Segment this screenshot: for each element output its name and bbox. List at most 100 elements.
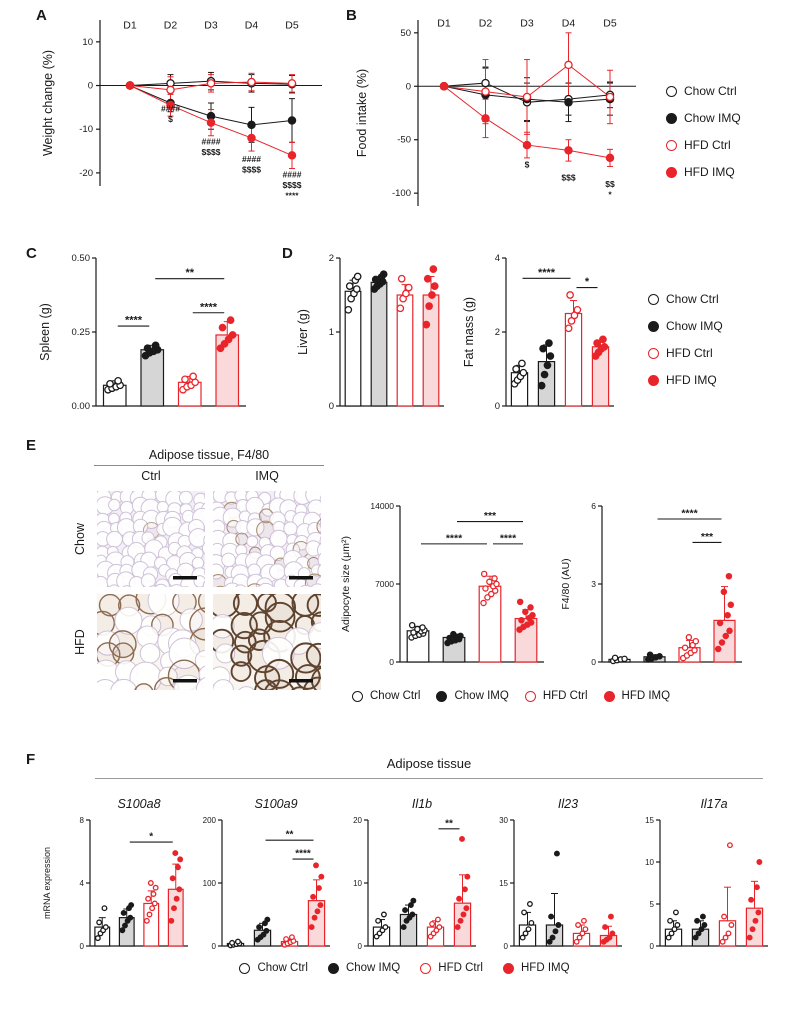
svg-text:8: 8	[80, 816, 85, 825]
open-red-circle-icon	[524, 690, 536, 702]
legend-item-hfd-ctrl: HFD Ctrl	[666, 138, 741, 152]
legend-label: HFD IMQ	[684, 165, 735, 179]
legend-label: Chow IMQ	[454, 690, 509, 702]
svg-text:D3: D3	[204, 20, 218, 32]
legend-panel-f: Chow Ctrl Chow IMQ HFD Ctrl HFD IMQ	[0, 962, 809, 974]
histology-image-hfd-ctrl	[97, 594, 205, 690]
svg-text:4: 4	[495, 253, 500, 264]
legend-label: Chow Ctrl	[370, 690, 421, 702]
svg-text:D2: D2	[479, 17, 493, 29]
svg-text:0.50: 0.50	[72, 253, 91, 264]
legend-item-hfd-ctrl: HFD Ctrl	[420, 962, 483, 974]
svg-text:***: ***	[701, 531, 714, 543]
filled-black-circle-icon	[436, 690, 448, 702]
svg-text:14000: 14000	[370, 501, 394, 511]
svg-text:$$$: $$$	[561, 172, 575, 182]
svg-text:-50: -50	[397, 135, 411, 146]
filled-black-circle-icon	[327, 962, 339, 974]
histology-image-hfd-imq	[213, 594, 321, 690]
s100a8-bar-chart: S100a8 mRNA expression 0 4 8 *	[40, 794, 194, 958]
legend-item-hfd-imq: HFD IMQ	[648, 373, 723, 387]
svg-text:Adipocyte size (μm²): Adipocyte size (μm²)	[340, 536, 352, 632]
svg-text:S100a9: S100a9	[254, 797, 297, 811]
panel-f-title: Adipose tissue	[95, 756, 763, 779]
svg-text:-20: -20	[79, 168, 93, 179]
svg-text:7000: 7000	[375, 579, 394, 589]
panel-label-e: E	[26, 437, 37, 454]
svg-text:F4/80 (AU): F4/80 (AU)	[560, 558, 572, 609]
svg-text:3: 3	[591, 579, 596, 589]
legend-label: Chow Ctrl	[684, 84, 737, 98]
svg-text:1: 1	[329, 327, 334, 338]
svg-text:****: ****	[500, 532, 517, 544]
svg-text:2: 2	[329, 253, 334, 264]
svg-text:####: ####	[283, 169, 302, 179]
svg-text:2: 2	[495, 327, 500, 338]
svg-text:D3: D3	[520, 17, 534, 29]
svg-text:4: 4	[80, 879, 85, 888]
legend-main: Chow Ctrl Chow IMQ HFD Ctrl HFD IMQ	[666, 84, 741, 179]
svg-text:Spleen (g): Spleen (g)	[38, 303, 52, 361]
svg-text:0: 0	[591, 657, 596, 667]
food-intake-line-chart: -100 -50 0 50 Food intake (%) D1 D2 D3 D4 D5 $ $$$ $…	[352, 10, 648, 242]
svg-text:****: ****	[538, 267, 556, 279]
adipose-f480-header: Adipose tissue, F4/80	[94, 448, 324, 466]
legend-item-chow-ctrl: Chow Ctrl	[352, 690, 420, 702]
legend-item-chow-imq: Chow IMQ	[327, 962, 400, 974]
open-black-circle-icon	[239, 962, 251, 974]
il17a-bar-chart: Il17a 0 5 10 15	[628, 794, 776, 958]
svg-text:15: 15	[499, 879, 508, 888]
panel-label-c: C	[26, 245, 37, 262]
histology-row-label-chow: Chow	[73, 523, 87, 555]
svg-text:0: 0	[495, 401, 500, 412]
svg-text:####: ####	[242, 154, 261, 164]
svg-text:10: 10	[82, 37, 93, 48]
adipocyte-size-bar-chart: Adipocyte size (μm²) 0 7000 14000 *** **** ***…	[336, 486, 550, 676]
svg-text:mRNA expression: mRNA expression	[42, 847, 52, 919]
svg-text:****: ****	[295, 849, 311, 860]
svg-text:**: **	[185, 267, 194, 279]
legend-label: Chow IMQ	[666, 319, 723, 333]
legend-item-chow-ctrl: Chow Ctrl	[648, 292, 723, 306]
open-black-circle-icon	[352, 690, 363, 702]
svg-text:***: ***	[484, 510, 497, 522]
svg-text:5: 5	[650, 900, 655, 909]
svg-text:$$$$: $$$$	[242, 164, 261, 174]
svg-text:0.25: 0.25	[72, 327, 91, 338]
panel-label-b: B	[346, 7, 357, 24]
legend-item-chow-imq: Chow IMQ	[648, 319, 723, 333]
svg-text:####: ####	[161, 104, 180, 114]
s100a9-bar-chart: S100a9 0 100 200 ** ****	[190, 794, 338, 958]
histology-image-chow-ctrl	[97, 491, 205, 587]
legend-label: HFD IMQ	[666, 373, 717, 387]
panel-label-d: D	[282, 245, 293, 262]
histology-col-label-imq: IMQ	[255, 469, 279, 483]
legend-item-hfd-imq: HFD IMQ	[603, 690, 670, 702]
svg-text:Il1b: Il1b	[412, 797, 432, 811]
svg-text:Il23: Il23	[558, 797, 578, 811]
legend-label: Chow Ctrl	[257, 962, 308, 974]
svg-text:-100: -100	[392, 188, 411, 199]
svg-text:D5: D5	[603, 17, 617, 29]
open-red-circle-icon	[648, 347, 659, 359]
legend-label: HFD Ctrl	[542, 690, 588, 702]
svg-text:$$: $$	[605, 179, 615, 189]
svg-text:200: 200	[203, 816, 217, 825]
panel-label-a: A	[36, 7, 47, 24]
legend-label: HFD Ctrl	[438, 962, 483, 974]
open-black-circle-icon	[666, 85, 677, 97]
filled-red-circle-icon	[603, 690, 615, 702]
legend-panel-d: Chow Ctrl Chow IMQ HFD Ctrl HFD IMQ	[648, 292, 723, 387]
legend-item-hfd-ctrl: HFD Ctrl	[524, 690, 588, 702]
legend-item-hfd-imq: HFD IMQ	[502, 962, 570, 974]
legend-label: Chow Ctrl	[666, 292, 719, 306]
filled-red-circle-icon	[648, 374, 659, 386]
legend-item-hfd-imq: HFD IMQ	[666, 165, 741, 179]
svg-text:0: 0	[650, 942, 655, 951]
svg-text:10: 10	[645, 858, 654, 867]
svg-text:10: 10	[353, 879, 362, 888]
svg-text:****: ****	[446, 532, 463, 544]
svg-text:0: 0	[358, 942, 363, 951]
svg-text:$: $	[168, 114, 173, 124]
il1b-bar-chart: Il1b 0 10 20 **	[336, 794, 484, 958]
